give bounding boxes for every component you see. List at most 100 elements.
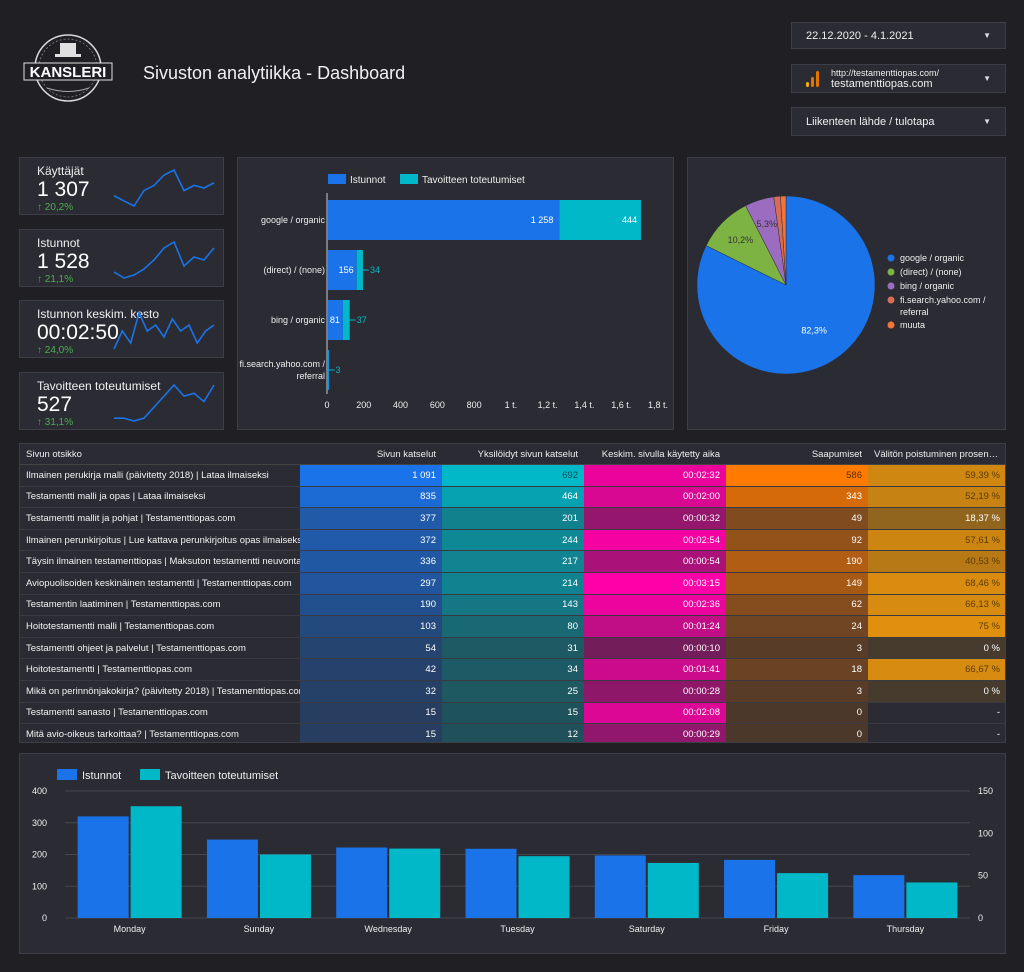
category-label: google / organic <box>261 215 326 225</box>
table-cell-bounce: 40,53 % <box>868 550 1005 573</box>
table-cell-bounce: 18,37 % <box>868 507 1005 530</box>
table-row[interactable]: Mitä avio-oikeus tarkoittaa? | Testament… <box>20 723 1005 742</box>
table-cell-views: 336 <box>300 550 442 573</box>
table-row[interactable]: Testamentti sanasto | Testamenttiopas.co… <box>20 702 1005 725</box>
pie-slice <box>780 195 787 286</box>
table-row[interactable]: Hoitotestamentti | Testamenttiopas.com 42… <box>20 658 1005 681</box>
sparkline-line <box>113 240 215 279</box>
legend-swatch-istunnot <box>328 174 346 184</box>
table-cell-arrivals: 3 <box>726 637 868 660</box>
x-tick-label: 1,6 t. <box>611 400 631 410</box>
column-header[interactable]: Saapumiset <box>726 444 868 465</box>
table-cell-arrivals: 24 <box>726 615 868 638</box>
kpi-label: Istunnon keskim. kesto <box>37 307 160 321</box>
traffic-source-selector[interactable]: Liikenteen lähde / tulotapa ▼ <box>791 107 1006 136</box>
logo-text: KANSLERI <box>30 64 107 81</box>
date-range-selector[interactable]: 22.12.2020 - 4.1.2021 ▼ <box>791 22 1006 49</box>
table-cell-bounce: 52,19 % <box>868 486 1005 509</box>
source-bar-chart-panel: Istunnot Tavoitteen toteutumiset google / … <box>237 157 674 430</box>
kpi-value: 1 307 <box>37 178 90 201</box>
column-header[interactable]: Keskim. sivulla käytetty aika <box>584 444 726 465</box>
category-label: (direct) / (none) <box>263 265 325 275</box>
kpi-value: 527 <box>37 393 73 416</box>
table-cell-unique: 31 <box>442 637 584 660</box>
x-tick-label: 800 <box>467 400 482 410</box>
legend-dot <box>887 282 895 290</box>
x-tick-label: 1 t. <box>505 400 518 410</box>
table-cell-bounce: 0 % <box>868 680 1005 703</box>
column-header[interactable]: Välitön poistuminen prosente... <box>868 444 1005 465</box>
bar-tavoite <box>777 873 829 918</box>
table-row[interactable]: Testamentti malli ja opas | Lataa ilmais… <box>20 486 1005 509</box>
x-tick-label: 1,2 t. <box>538 400 558 410</box>
kpi-sparkline <box>114 383 215 422</box>
table-cell-time: 00:00:28 <box>584 680 726 703</box>
legend-swatch-tavoite <box>140 769 160 780</box>
table-cell-title: Ilmainen perukirja malli (päivitetty 201… <box>20 464 300 487</box>
weekday-bar-chart-panel: Istunnot Tavoitteen toteutumiset 0 100 200 30… <box>19 753 1006 954</box>
table-cell-title: Testamentti ohjeet ja palvelut | Testame… <box>20 637 300 660</box>
site-selector[interactable]: http://testamenttiopas.com/ testamenttio… <box>791 64 1006 93</box>
table-cell-bounce: 66,67 % <box>868 658 1005 681</box>
data-label-tavoite: 37 <box>357 315 367 325</box>
y-tick-left: 0 <box>42 913 47 923</box>
column-header[interactable]: Yksilöidyt sivun katselut <box>442 444 584 465</box>
table-cell-time: 00:01:41 <box>584 658 726 681</box>
table-cell-views: 1 091 <box>300 464 442 487</box>
table-row[interactable]: Testamentti mallit ja pohjat | Testament… <box>20 507 1005 530</box>
y-tick-right: 50 <box>978 871 988 881</box>
legend-label: Tavoitteen toteutumiset <box>165 770 278 782</box>
weekday-bar-chart: Istunnot Tavoitteen toteutumiset 0 100 200 30… <box>32 769 993 934</box>
x-tick-label: Thursday <box>887 924 925 934</box>
legend-dot <box>887 321 895 329</box>
table-row[interactable]: Aviopuolisoiden keskinäinen testamentti … <box>20 572 1005 595</box>
table-cell-title: Hoitotestamentti | Testamenttiopas.com <box>20 658 300 681</box>
bar-istunnot <box>328 250 357 290</box>
bar-istunnot <box>853 875 905 918</box>
kpi-change: ↑ 31,1% <box>37 417 74 428</box>
column-header[interactable]: Sivun otsikko <box>20 444 300 465</box>
source-pie-chart-panel: 82,3% 10,2% 5,3% google / organic (direct) /… <box>687 157 1006 430</box>
bar-tavoite <box>647 862 699 918</box>
table-cell-views: 54 <box>300 637 442 660</box>
column-header[interactable]: Sivun katselut <box>300 444 442 465</box>
legend-label: Tavoitteen toteutumiset <box>422 175 525 186</box>
legend-label: google / organic <box>900 253 965 263</box>
y-tick-left: 200 <box>32 850 47 860</box>
pie-slice-label: 10,2% <box>728 235 754 245</box>
legend-label: (direct) / (none) <box>900 267 962 277</box>
table-cell-time: 00:02:32 <box>584 464 726 487</box>
table-cell-time: 00:01:24 <box>584 615 726 638</box>
data-label-istunnot: 1 258 <box>531 215 554 225</box>
site-url: http://testamenttiopas.com/ <box>831 67 940 78</box>
table-cell-title: Aviopuolisoiden keskinäinen testamentti … <box>20 572 300 595</box>
bar-istunnot <box>724 859 776 918</box>
table-cell-views: 42 <box>300 658 442 681</box>
table-row[interactable]: Täysin ilmainen testamenttiopas | Maksut… <box>20 550 1005 573</box>
bar-tavoite <box>906 882 958 918</box>
legend-dot <box>887 296 895 304</box>
table-row[interactable]: Testamentin laatiminen | Testamenttiopas… <box>20 594 1005 617</box>
y-tick-right: 0 <box>978 913 983 923</box>
table-cell-arrivals: 62 <box>726 594 868 617</box>
table-row[interactable]: Testamentti ohjeet ja palvelut | Testame… <box>20 637 1005 660</box>
table-cell-title: Mikä on perinnönjakokirja? (päivitetty 2… <box>20 680 300 703</box>
table-cell-bounce: 59,39 % <box>868 464 1005 487</box>
table-cell-unique: 464 <box>442 486 584 509</box>
kpi-label: Käyttäjät <box>37 164 84 178</box>
bar-istunnot <box>594 855 646 918</box>
legend-label: bing / organic <box>900 281 955 291</box>
table-row[interactable]: Ilmainen perunkirjoitus | Lue kattava pe… <box>20 529 1005 552</box>
x-tick-label: 1,8 t. <box>648 400 668 410</box>
x-tick-label: 200 <box>356 400 371 410</box>
bar-tavoite <box>259 854 311 918</box>
table-cell-unique: 34 <box>442 658 584 681</box>
table-cell-views: 32 <box>300 680 442 703</box>
table-row[interactable]: Mikä on perinnönjakokirja? (päivitetty 2… <box>20 680 1005 703</box>
table-cell-bounce: 66,13 % <box>868 594 1005 617</box>
table-row[interactable]: Ilmainen perukirja malli (päivitetty 201… <box>20 464 1005 487</box>
table-cell-views: 15 <box>300 702 442 725</box>
legend-dot <box>887 268 895 276</box>
category-label: fi.search.yahoo.com / referral <box>239 359 325 381</box>
table-row[interactable]: Hoitotestamentti malli | Testamenttiopas… <box>20 615 1005 638</box>
